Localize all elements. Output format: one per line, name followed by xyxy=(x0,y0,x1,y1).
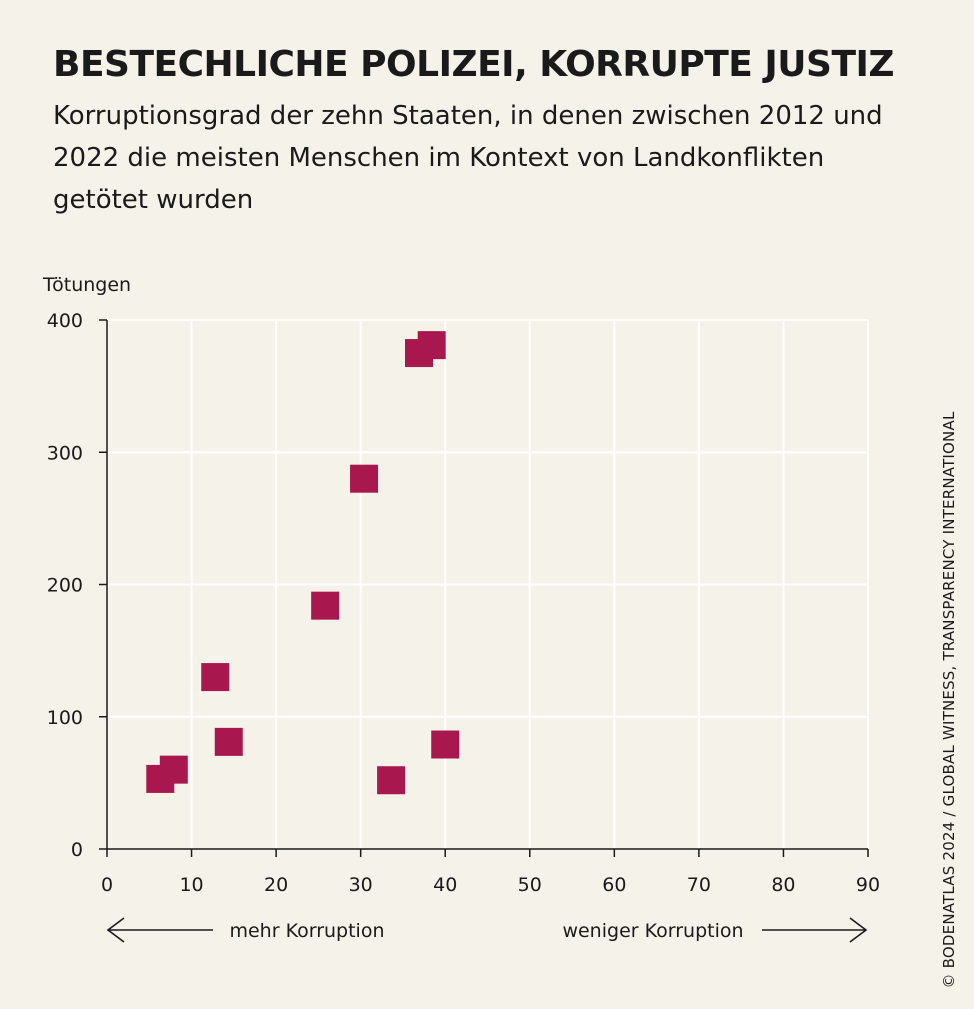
x-tick-label: 80 xyxy=(771,874,795,896)
arrow-left-label: mehr Korruption xyxy=(229,920,384,942)
x-tick-label: 0 xyxy=(101,874,113,896)
data-point xyxy=(377,766,406,795)
grid-lines xyxy=(107,319,869,849)
data-point xyxy=(214,727,243,756)
data-point xyxy=(417,331,446,360)
data-point xyxy=(350,464,379,493)
arrow-right-head xyxy=(849,917,868,943)
x-tick-label: 10 xyxy=(179,874,203,896)
data-point xyxy=(159,755,188,784)
y-tick-label: 300 xyxy=(47,442,83,464)
data-point xyxy=(311,591,340,620)
x-tick-label: 20 xyxy=(264,874,288,896)
chart-subtitle: Korruptionsgrad der zehn Staaten, in den… xyxy=(53,101,883,215)
x-tick-label: 40 xyxy=(433,874,457,896)
direction-arrows: mehr Korruption weniger Korruption xyxy=(106,917,868,943)
data-point xyxy=(201,663,230,692)
arrow-left-head xyxy=(106,917,125,943)
data-points xyxy=(146,331,460,795)
arrow-right-label: weniger Korruption xyxy=(562,920,743,942)
y-tick-label: 200 xyxy=(47,575,83,597)
x-tick-label: 30 xyxy=(349,874,373,896)
chart-title: BESTECHLICHE POLIZEI, KORRUPTE JUSTIZ xyxy=(53,44,895,85)
tick-labels: 0 10 20 30 40 50 60 70 80 90 0 100 200 300 400 xyxy=(47,310,880,896)
x-tick-label: 70 xyxy=(687,874,711,896)
x-tick-label: 60 xyxy=(602,874,626,896)
y-tick-label: 100 xyxy=(47,707,83,729)
source-credit: © BODENATLAS 2024 / GLOBAL WITNESS, TRAN… xyxy=(940,411,958,989)
y-tick-label: 400 xyxy=(47,310,83,332)
y-tick-label: 0 xyxy=(71,839,83,861)
y-axis-label: Tötungen xyxy=(42,274,131,296)
data-point xyxy=(431,730,460,759)
x-tick-label: 90 xyxy=(856,874,880,896)
x-tick-label: 50 xyxy=(518,874,542,896)
